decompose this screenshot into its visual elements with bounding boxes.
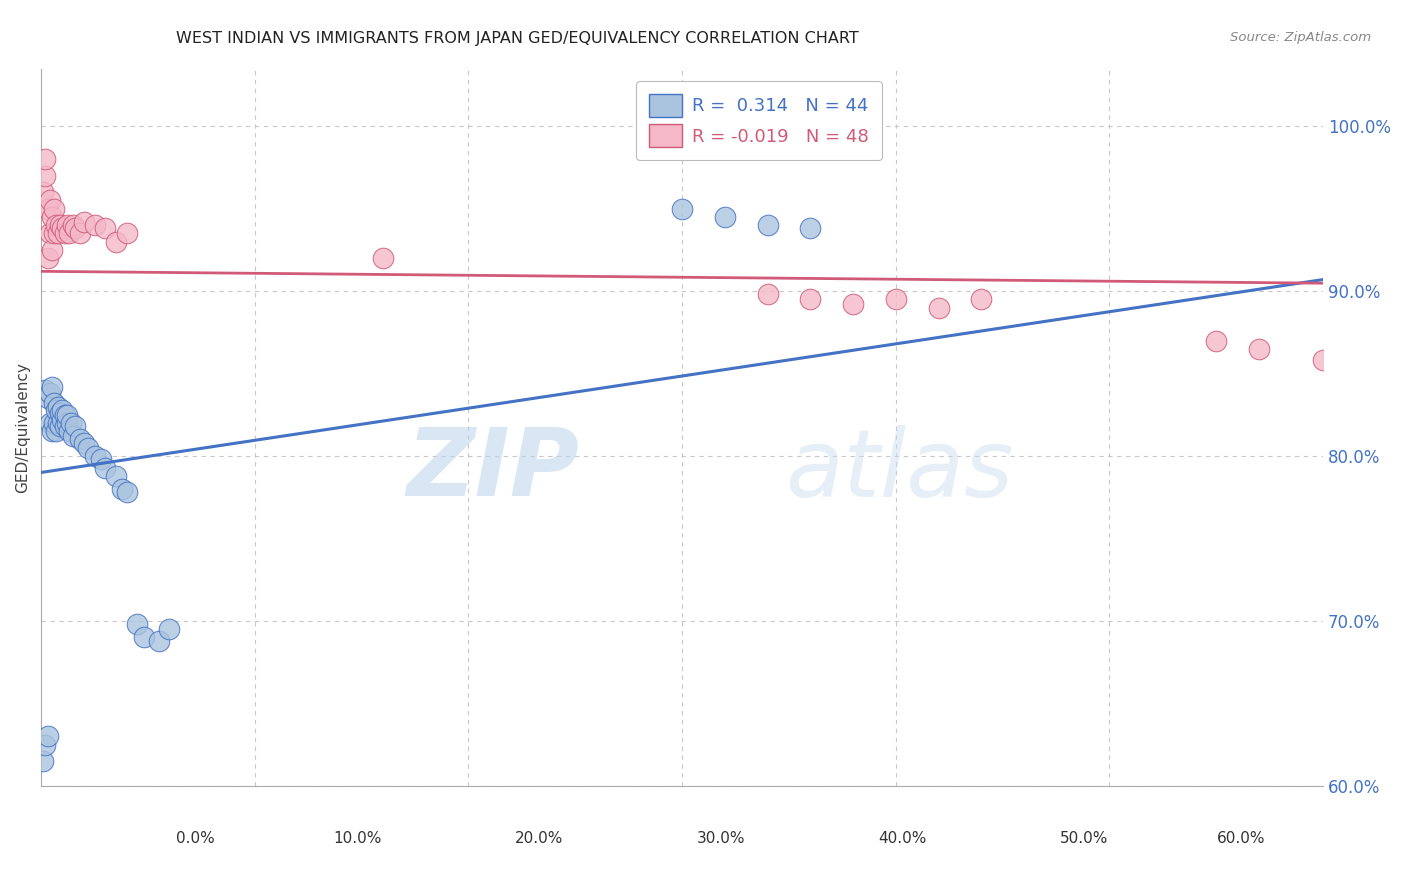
- Point: [1247, 342, 1270, 356]
- Point: [94, 221, 117, 235]
- Point: [65, 221, 87, 235]
- Point: [41, 424, 63, 438]
- Point: [799, 221, 821, 235]
- Text: 10.0%: 10.0%: [333, 831, 381, 847]
- Point: [32, 754, 55, 768]
- Point: [1205, 334, 1227, 348]
- Point: [45, 402, 67, 417]
- Point: [58, 227, 80, 241]
- Point: [83, 449, 105, 463]
- Point: [69, 227, 91, 241]
- Point: [49, 218, 72, 232]
- Point: [34, 383, 56, 397]
- Point: [51, 402, 73, 417]
- Point: [45, 218, 67, 232]
- Text: 40.0%: 40.0%: [877, 831, 927, 847]
- Point: [1312, 353, 1334, 368]
- Y-axis label: GED/Equivalency: GED/Equivalency: [15, 361, 30, 492]
- Point: [51, 413, 73, 427]
- Point: [111, 482, 134, 496]
- Point: [53, 419, 76, 434]
- Point: [148, 633, 170, 648]
- Point: [53, 408, 76, 422]
- Point: [55, 416, 77, 430]
- Point: [38, 194, 60, 208]
- Text: ZIP: ZIP: [406, 425, 579, 516]
- Point: [34, 152, 56, 166]
- Point: [65, 419, 87, 434]
- Point: [45, 424, 67, 438]
- Point: [37, 729, 59, 743]
- Point: [42, 227, 65, 241]
- Point: [799, 293, 821, 307]
- Point: [37, 391, 59, 405]
- Text: 50.0%: 50.0%: [1060, 831, 1108, 847]
- Point: [41, 380, 63, 394]
- Point: [42, 396, 65, 410]
- Point: [37, 251, 59, 265]
- Point: [37, 202, 59, 216]
- Point: [157, 622, 180, 636]
- Point: [58, 424, 80, 438]
- Text: 30.0%: 30.0%: [696, 831, 745, 847]
- Point: [83, 218, 105, 232]
- Point: [34, 738, 56, 752]
- Point: [32, 185, 55, 199]
- Point: [46, 416, 69, 430]
- Point: [55, 408, 77, 422]
- Point: [756, 218, 779, 232]
- Point: [38, 227, 60, 241]
- Point: [928, 301, 950, 315]
- Point: [34, 169, 56, 183]
- Point: [132, 630, 155, 644]
- Point: [73, 435, 96, 450]
- Point: [60, 416, 83, 430]
- Point: [51, 221, 73, 235]
- Point: [371, 251, 394, 265]
- Text: 20.0%: 20.0%: [515, 831, 564, 847]
- Point: [73, 215, 96, 229]
- Point: [49, 406, 72, 420]
- Point: [104, 235, 127, 249]
- Text: Source: ZipAtlas.com: Source: ZipAtlas.com: [1230, 31, 1371, 45]
- Point: [69, 433, 91, 447]
- Point: [49, 419, 72, 434]
- Text: 0.0%: 0.0%: [176, 831, 215, 847]
- Point: [970, 293, 993, 307]
- Point: [38, 416, 60, 430]
- Point: [41, 243, 63, 257]
- Point: [115, 227, 138, 241]
- Point: [115, 485, 138, 500]
- Text: WEST INDIAN VS IMMIGRANTS FROM JAPAN GED/EQUIVALENCY CORRELATION CHART: WEST INDIAN VS IMMIGRANTS FROM JAPAN GED…: [176, 31, 859, 46]
- Point: [62, 429, 84, 443]
- Point: [884, 293, 907, 307]
- Point: [104, 468, 127, 483]
- Point: [46, 227, 69, 241]
- Point: [90, 452, 112, 467]
- Point: [38, 386, 60, 401]
- Point: [42, 202, 65, 216]
- Point: [42, 416, 65, 430]
- Point: [714, 210, 737, 224]
- Point: [55, 218, 77, 232]
- Point: [62, 218, 84, 232]
- Point: [671, 202, 693, 216]
- Legend: R =  0.314   N = 44, R = -0.019   N = 48: R = 0.314 N = 44, R = -0.019 N = 48: [637, 81, 882, 160]
- Point: [94, 460, 117, 475]
- Point: [127, 617, 149, 632]
- Point: [77, 441, 100, 455]
- Point: [41, 210, 63, 224]
- Point: [46, 400, 69, 414]
- Text: atlas: atlas: [785, 425, 1012, 516]
- Point: [756, 287, 779, 301]
- Point: [53, 227, 76, 241]
- Text: 60.0%: 60.0%: [1218, 831, 1265, 847]
- Point: [842, 297, 865, 311]
